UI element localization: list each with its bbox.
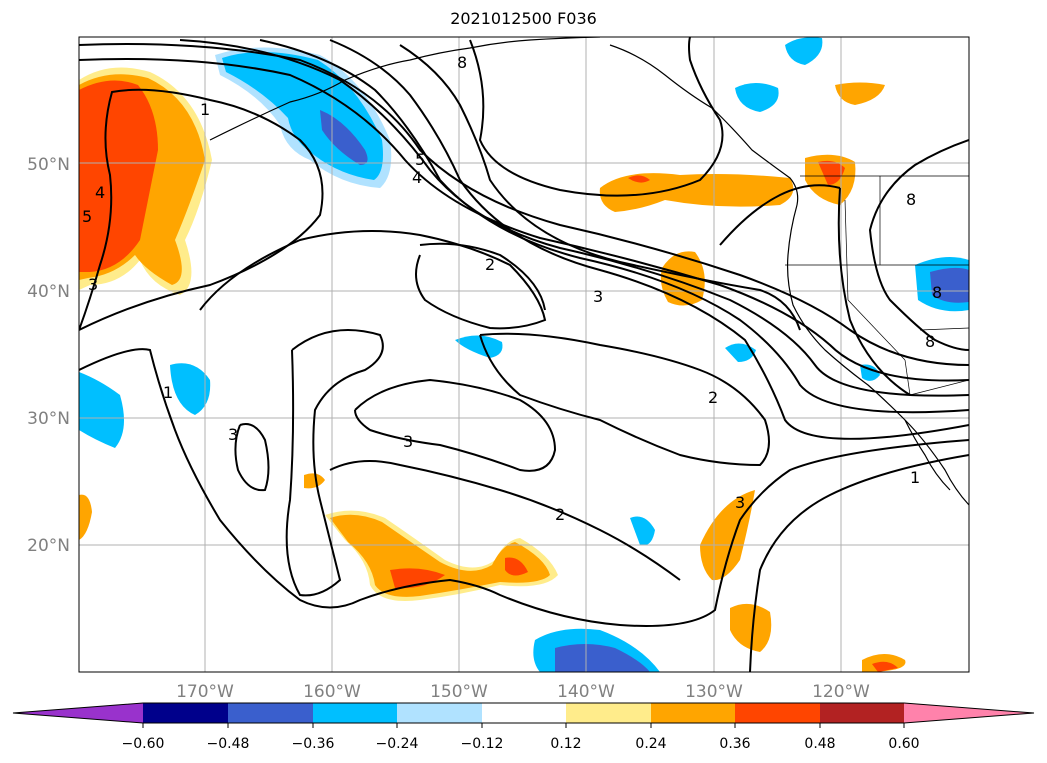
negative-cell-great-basin-core (930, 267, 969, 303)
colorbar-segment (397, 703, 482, 723)
lat-label: 50°N (27, 155, 70, 175)
colorbar-under-arrow (13, 703, 143, 723)
bc-coast (609, 44, 799, 206)
contour-label: 8 (457, 53, 467, 72)
contour-label: 8 (932, 283, 942, 302)
positive-cell-hawaii-core-east (505, 557, 528, 576)
positive-cell-west-coast-core (628, 175, 650, 183)
baja-coast (904, 419, 951, 491)
negative-cell-california (860, 364, 880, 381)
colorbar-tick-label: 0.24 (635, 736, 666, 752)
contour-label: 4 (412, 168, 422, 187)
contour-label: 2 (555, 505, 565, 524)
lon-label: 140°W (557, 682, 615, 702)
colorbar-tick-label: −0.48 (207, 736, 250, 752)
colorbar-tick-label: 0.12 (550, 736, 581, 752)
negative-region-southeast-core (555, 644, 650, 672)
positive-cell-west-edge (79, 494, 92, 540)
alaska-coast (209, 37, 601, 141)
colorbar-segment (313, 703, 397, 723)
contour-label: 5 (415, 150, 425, 169)
colorbar-tick-label: −0.12 (461, 736, 504, 752)
positive-cell-west-coast (599, 173, 794, 212)
colorbar-tick-label: 0.48 (804, 736, 835, 752)
colorbar-segment (735, 703, 820, 723)
lon-label: 170°W (176, 682, 234, 702)
lat-label: 20°N (27, 536, 70, 556)
colorbar-segment (651, 703, 735, 723)
colorbar-segment (820, 703, 904, 723)
negative-cell-west (79, 372, 124, 448)
positive-region-west-core (79, 80, 158, 272)
us-west-coast (786, 204, 969, 506)
positive-cell-far-south (730, 603, 772, 652)
shaded-fields (79, 37, 969, 672)
colorbar-segment (482, 703, 566, 723)
colorbar-labels: −0.60 −0.48 −0.36 −0.24 −0.12 0.12 0.24 … (122, 736, 920, 752)
coastlines (209, 37, 969, 506)
colorbar-segment (228, 703, 313, 723)
colorbar-tick-label: −0.24 (376, 736, 419, 752)
positive-cell-north-bc (835, 82, 885, 105)
colorbar-tick-label: −0.60 (122, 736, 165, 752)
negative-cell-south (630, 516, 655, 546)
positive-cell-east-central (660, 251, 705, 306)
map-title: 2021012500 F036 (450, 9, 597, 28)
positive-cell-hawaii-core (390, 568, 445, 589)
contour-label: 8 (925, 332, 935, 351)
lon-label: 130°W (685, 682, 743, 702)
contour-labels: 1 1 1 2 2 2 3 3 3 3 3 4 4 5 5 8 8 8 8 (82, 53, 942, 524)
contour-label: 1 (163, 383, 173, 402)
negative-cell-nw-canada (785, 37, 823, 65)
colorbar-tick-label: −0.36 (292, 736, 335, 752)
positive-cell-far-southeast-core (872, 661, 898, 672)
lon-label: 150°W (430, 682, 488, 702)
contour-label: 2 (485, 255, 495, 274)
map-frame (78, 36, 970, 673)
latitude-labels: 50°N 40°N 30°N 20°N (27, 155, 70, 556)
colorbar-over-arrow (904, 703, 1034, 723)
contour-label: 1 (200, 100, 210, 119)
contour-label: 1 (910, 468, 920, 487)
negative-cell-bc-coast (735, 83, 779, 112)
lat-label: 40°N (27, 282, 70, 302)
contour-label: 8 (906, 190, 916, 209)
negative-cell-east (725, 343, 756, 362)
negative-cell-central (455, 335, 503, 358)
lon-label: 160°W (303, 682, 361, 702)
contour-label: 5 (82, 207, 92, 226)
borders (785, 175, 969, 396)
contour-label: 3 (593, 287, 603, 306)
positive-cell-pac-nw-core (818, 160, 845, 185)
colorbar-segment (566, 703, 651, 723)
colorbar-tick-label: 0.60 (888, 736, 919, 752)
negative-cell-central-west (170, 363, 211, 415)
lat-label: 30°N (27, 409, 70, 429)
lon-label: 120°W (812, 682, 870, 702)
contour-label: 3 (735, 493, 745, 512)
contour-label: 3 (228, 425, 238, 444)
positive-cell-small (304, 473, 325, 489)
colorbar-ticks (142, 723, 905, 728)
contour-label: 3 (403, 432, 413, 451)
contour-lines (79, 37, 969, 672)
colorbar-tick-label: 0.36 (719, 736, 750, 752)
contour-label: 4 (95, 183, 105, 202)
positive-cell-hawaii-inner (330, 514, 550, 597)
colorbar: −0.60 −0.48 −0.36 −0.24 −0.12 0.12 0.24 … (12, 702, 1035, 752)
colorbar-segment (143, 703, 228, 723)
contour-label: 3 (88, 275, 98, 294)
contour-label: 2 (708, 388, 718, 407)
longitude-labels: 170°W 160°W 150°W 140°W 130°W 120°W (176, 682, 870, 702)
